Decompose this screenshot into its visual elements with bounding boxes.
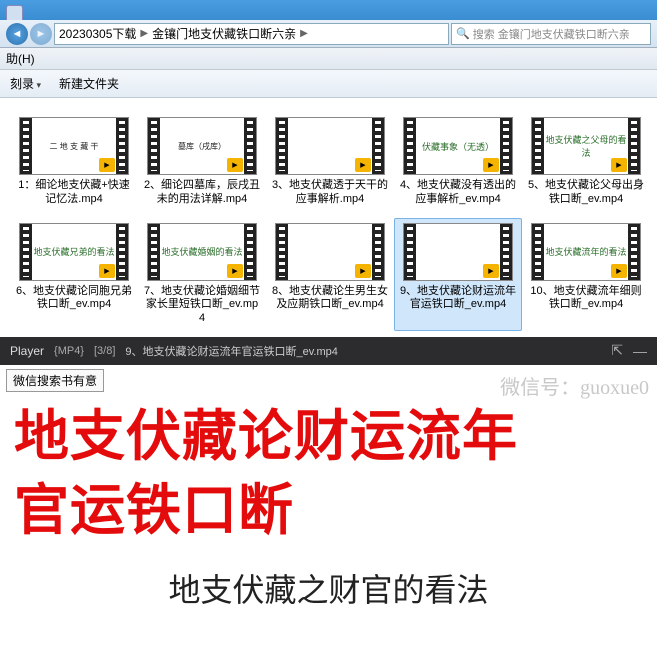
pin-icon[interactable]: ⇱ — [611, 342, 623, 359]
file-name: 1：细论地支伏藏+快速记忆法.mp4 — [15, 179, 133, 207]
new-folder-button[interactable]: 新建文件夹 — [59, 75, 119, 92]
address-bar: ◄ ► 20230305下载 ▶ 金镶门地支伏藏铁口断六亲 ▶ 🔍 搜索 金镶门… — [0, 20, 657, 48]
video-thumbnail: 地支伏藏流年的看法 — [531, 223, 641, 281]
file-name: 10、地支伏藏流年细则铁口断_ev.mp4 — [527, 285, 645, 313]
play-badge-icon — [355, 264, 371, 278]
toolbar: 刻录 新建文件夹 — [0, 70, 657, 98]
play-badge-icon — [611, 158, 627, 172]
menu-help[interactable]: 助(H) — [6, 50, 35, 67]
search-icon: 🔍 — [456, 27, 470, 40]
player-brand: Player — [10, 344, 44, 358]
file-name: 6、地支伏藏论同胞兄弟铁口断_ev.mp4 — [15, 285, 133, 313]
file-item[interactable]: 8、地支伏藏论生男生女及应期铁口断_ev.mp4 — [266, 218, 394, 331]
video-thumbnail — [403, 223, 513, 281]
player-title-bar: Player {MP4} [3/8] 9、地支伏藏论财运流年官运铁口断_ev.m… — [0, 337, 657, 365]
file-item[interactable]: 地支伏藏兄弟的看法 6、地支伏藏论同胞兄弟铁口断_ev.mp4 — [10, 218, 138, 331]
nav-back-button[interactable]: ◄ — [6, 23, 28, 45]
menu-bar: 助(H) — [0, 48, 657, 70]
window-titlebar — [0, 0, 657, 20]
chevron-right-icon: ▶ — [300, 28, 308, 39]
file-name: 8、地支伏藏论生男生女及应期铁口断_ev.mp4 — [271, 285, 389, 313]
file-name: 2、细论四墓库，辰戌丑未的用法详解.mp4 — [143, 179, 261, 207]
file-name: 5、地支伏藏论父母出身铁口断_ev.mp4 — [527, 179, 645, 207]
play-badge-icon — [99, 158, 115, 172]
play-badge-icon — [227, 264, 243, 278]
file-item[interactable]: 地支伏藏流年的看法 10、地支伏藏流年细则铁口断_ev.mp4 — [522, 218, 650, 331]
file-name: 7、地支伏藏论婚姻细节家长里短铁口断_ev.mp4 — [143, 285, 261, 326]
player-format: {MP4} — [54, 345, 84, 357]
video-thumbnail: 二 地 支 藏 干 — [19, 117, 129, 175]
player-title: 9、地支伏藏论财运流年官运铁口断_ev.mp4 — [125, 343, 601, 359]
file-name: 3、地支伏藏透于天干的应事解析.mp4 — [271, 179, 389, 207]
wechat-id-watermark: 微信号：guoxue0 — [500, 371, 649, 400]
video-thumbnail: 伏藏事象（无透） — [403, 117, 513, 175]
search-input[interactable]: 🔍 搜索 金镶门地支伏藏铁口断六亲 — [451, 23, 651, 45]
play-badge-icon — [483, 158, 499, 172]
file-item[interactable]: 伏藏事象（无透） 4、地支伏藏没有透出的应事解析_ev.mp4 — [394, 112, 522, 212]
breadcrumb-segment[interactable]: 20230305下载 — [59, 25, 136, 42]
breadcrumb[interactable]: 20230305下载 ▶ 金镶门地支伏藏铁口断六亲 ▶ — [54, 23, 449, 45]
file-item[interactable]: 地支伏藏婚姻的看法7、地支伏藏论婚姻细节家长里短铁口断_ev.mp4 — [138, 218, 266, 331]
file-item[interactable]: 9、地支伏藏论财运流年官运铁口断_ev.mp4 — [394, 218, 522, 331]
search-placeholder: 搜索 金镶门地支伏藏铁口断六亲 — [473, 26, 630, 42]
video-heading: 地支伏藏论财运流年 官运铁口断 — [14, 399, 643, 548]
video-thumbnail — [275, 223, 385, 281]
file-item[interactable]: 地支伏藏之父母的看法 5、地支伏藏论父母出身铁口断_ev.mp4 — [522, 112, 650, 212]
play-badge-icon — [99, 264, 115, 278]
play-badge-icon — [611, 264, 627, 278]
file-item[interactable]: 墓库（戌库） 2、细论四墓库，辰戌丑未的用法详解.mp4 — [138, 112, 266, 212]
minimize-icon[interactable]: — — [633, 343, 647, 359]
player-position: [3/8] — [94, 345, 115, 357]
video-thumbnail: 地支伏藏婚姻的看法 — [147, 223, 257, 281]
video-thumbnail: 墓库（戌库） — [147, 117, 257, 175]
video-subtitle: 地支伏藏之财官的看法 — [0, 565, 657, 611]
video-thumbnail — [275, 117, 385, 175]
window-tab[interactable] — [6, 5, 23, 20]
video-thumbnail: 地支伏藏兄弟的看法 — [19, 223, 129, 281]
play-badge-icon — [483, 264, 499, 278]
chevron-right-icon: ▶ — [140, 28, 148, 39]
burn-button[interactable]: 刻录 — [10, 75, 41, 92]
file-grid: 二 地 支 藏 干 1：细论地支伏藏+快速记忆法.mp4 墓库（戌库） 2、细论四墓库… — [0, 98, 657, 337]
nav-forward-button[interactable]: ► — [30, 23, 52, 45]
file-name: 4、地支伏藏没有透出的应事解析_ev.mp4 — [399, 179, 517, 207]
breadcrumb-segment[interactable]: 金镶门地支伏藏铁口断六亲 — [152, 25, 296, 42]
wechat-search-label: 微信搜索书有意 — [6, 369, 104, 392]
file-item[interactable]: 二 地 支 藏 干 1：细论地支伏藏+快速记忆法.mp4 — [10, 112, 138, 212]
video-content: 微信搜索书有意 微信号：guoxue0 地支伏藏论财运流年 官运铁口断 地支伏藏… — [0, 365, 657, 647]
file-item[interactable]: 3、地支伏藏透于天干的应事解析.mp4 — [266, 112, 394, 212]
video-thumbnail: 地支伏藏之父母的看法 — [531, 117, 641, 175]
play-badge-icon — [227, 158, 243, 172]
file-name: 9、地支伏藏论财运流年官运铁口断_ev.mp4 — [399, 285, 517, 313]
play-badge-icon — [355, 158, 371, 172]
